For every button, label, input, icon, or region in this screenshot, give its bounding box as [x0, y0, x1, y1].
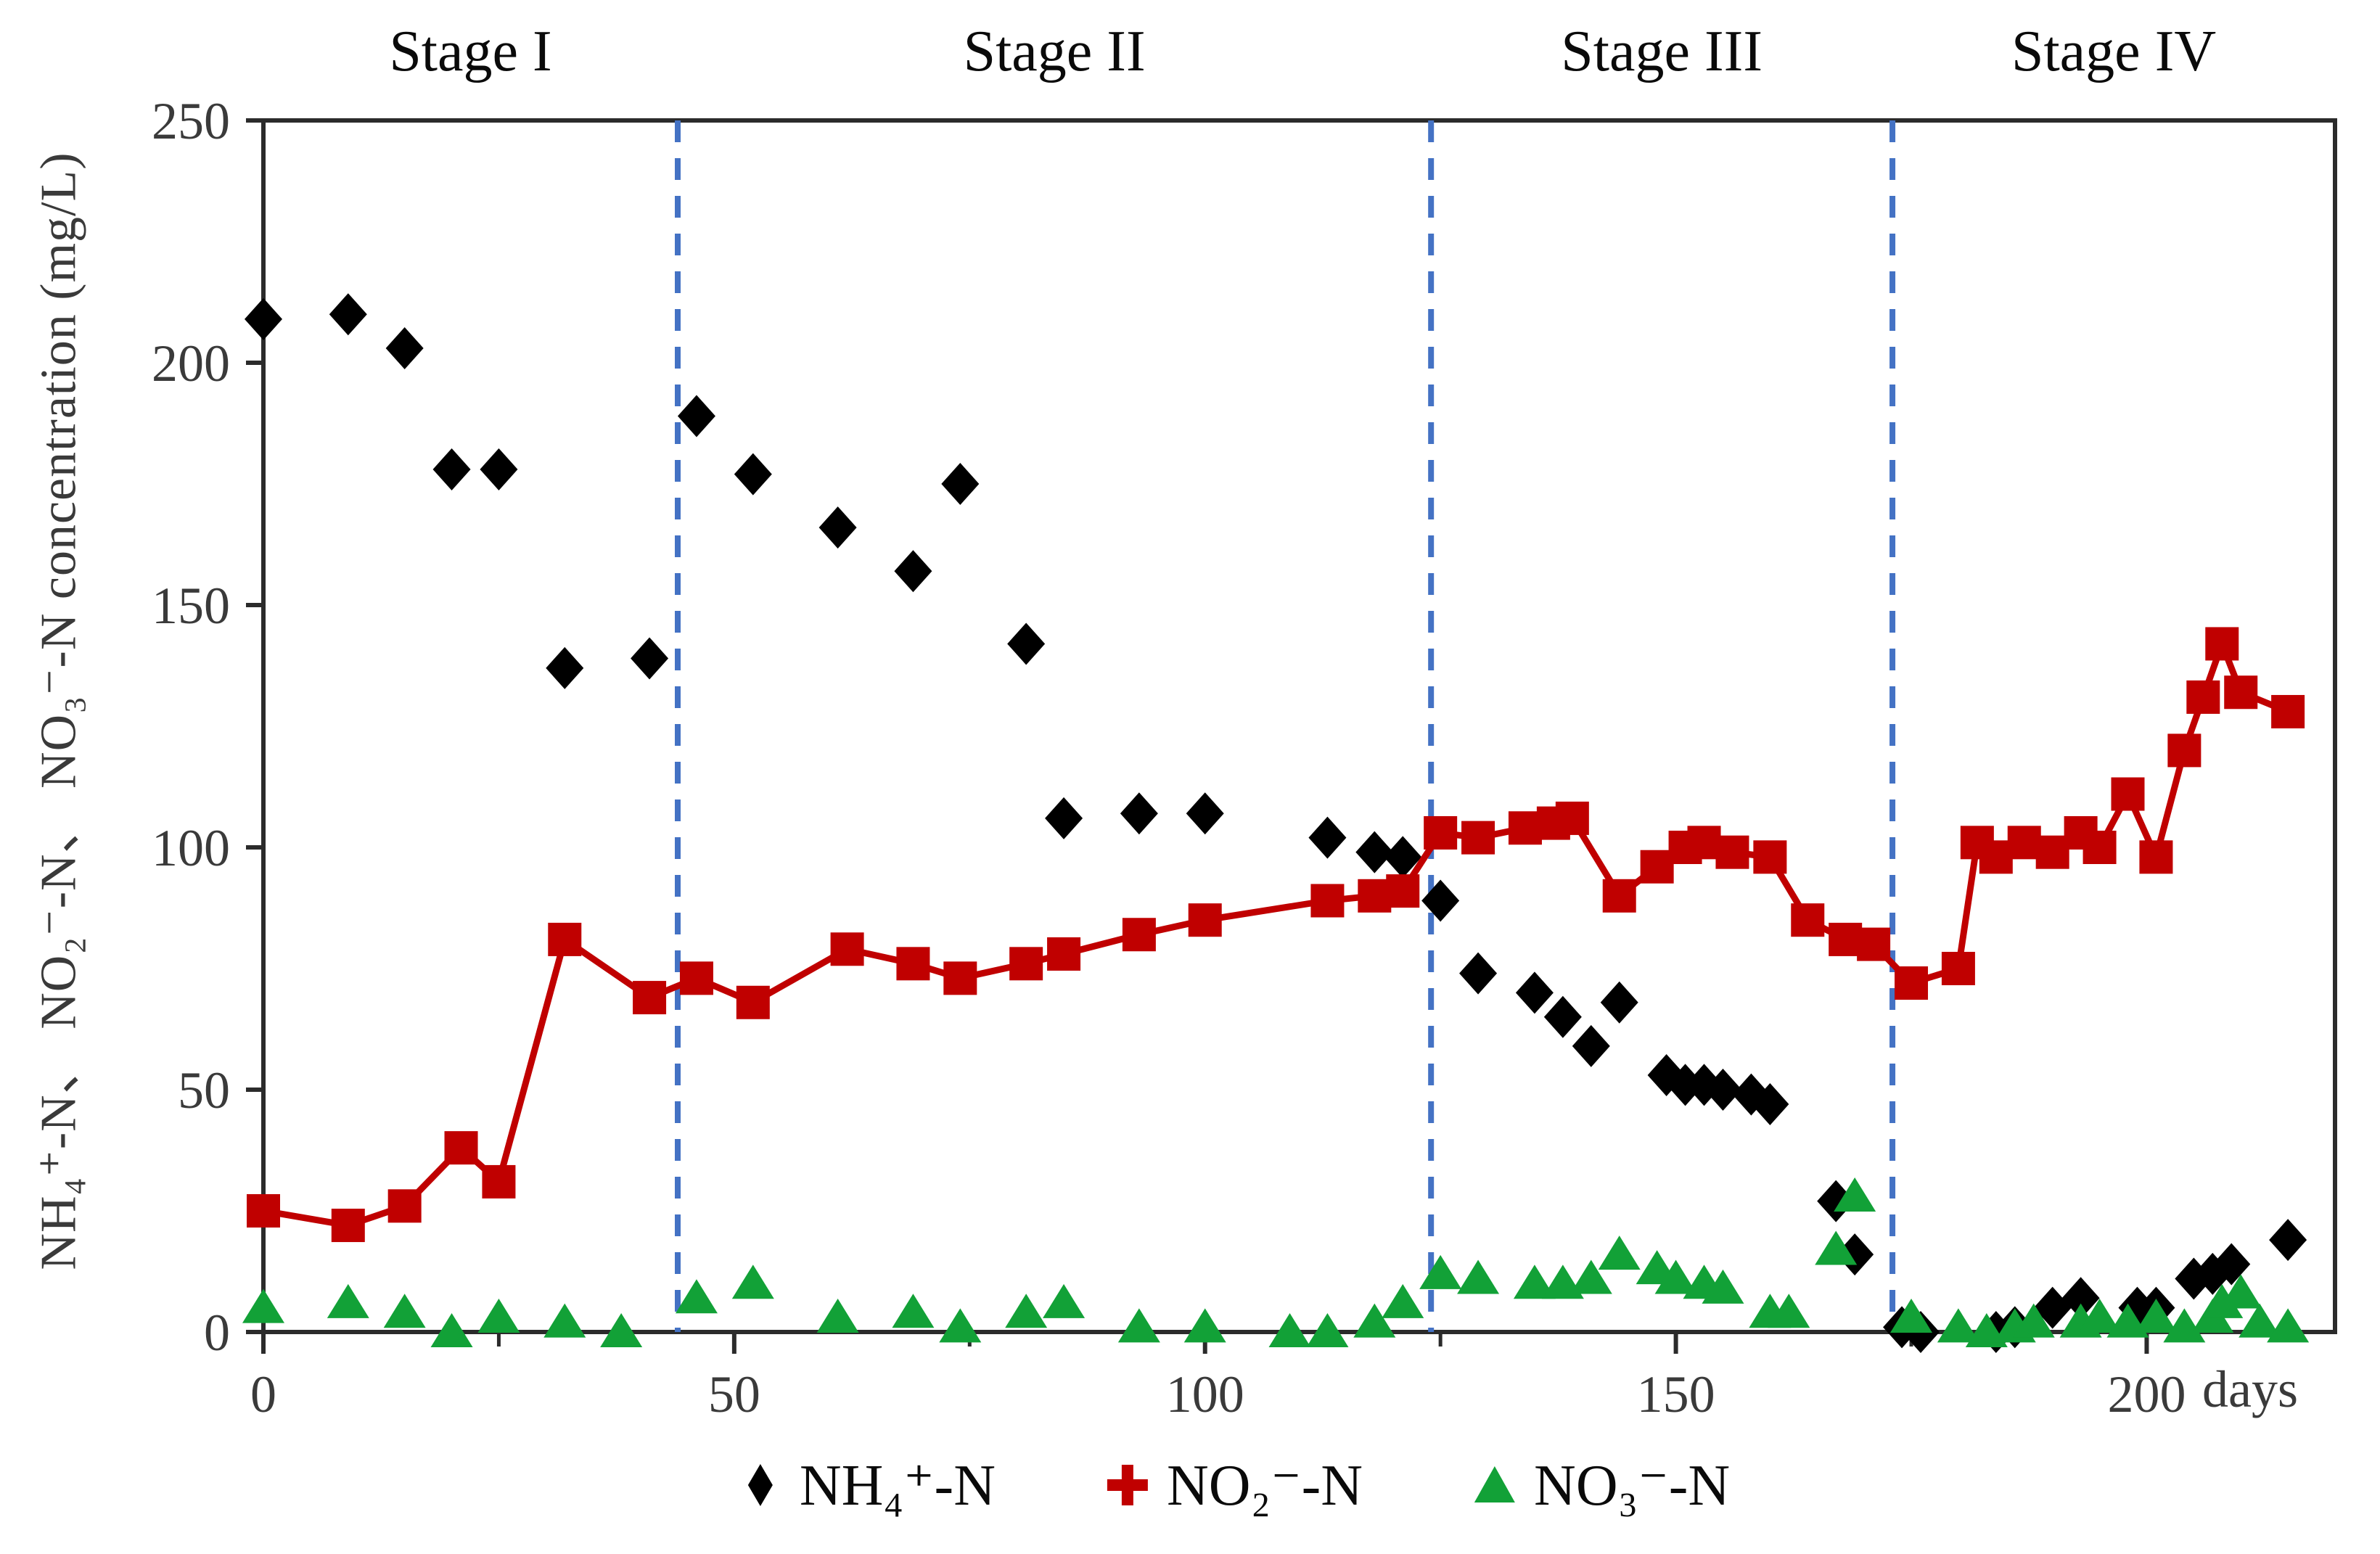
plot-frame — [261, 118, 2337, 1334]
red-plus-icon — [1107, 1465, 1148, 1505]
x-tick-label: 100 — [1166, 1365, 1244, 1423]
chart-legend: NH₄⁺-N NO₂⁻-N NO₃⁻-N — [737, 1451, 1730, 1519]
stage-label: Stage IV — [2011, 20, 2217, 83]
y-tick-label: 50 — [178, 1061, 230, 1119]
x-tick-label: 50 — [708, 1365, 760, 1423]
stage-label: Stage I — [389, 20, 552, 83]
y-tick-label: 150 — [152, 577, 230, 635]
x-tick-label: 0 — [250, 1365, 276, 1423]
series-triangle — [242, 1177, 2310, 1347]
y-tick-label: 250 — [152, 92, 230, 150]
legend-item-no2: NO₂⁻-N — [1104, 1451, 1363, 1519]
green-triangle-icon — [1474, 1466, 1516, 1502]
y-axis-ticks: 0 50 100 150 200 250 — [152, 92, 263, 1362]
black-diamond-icon — [747, 1464, 773, 1506]
legend-label: NO₂⁻-N — [1166, 1454, 1363, 1518]
y-axis-label: NH₄⁺-N、 NO₂⁻-N、 NO₃⁻-N concentration (mg… — [30, 152, 87, 1270]
x-axis-unit-label: days — [2202, 1360, 2298, 1418]
x-tick-label: 150 — [1637, 1365, 1715, 1423]
legend-label: NO₃⁻-N — [1534, 1454, 1731, 1518]
stage-label: Stage III — [1561, 20, 1763, 83]
y-tick-label: 0 — [204, 1304, 230, 1362]
x-tick-label: 200 — [2107, 1365, 2186, 1423]
series-diamond — [245, 293, 2307, 1353]
y-tick-label: 100 — [152, 819, 230, 877]
y-tick-label: 200 — [152, 334, 230, 392]
x-axis-ticks: 0 50 100 150 200 — [250, 1332, 2186, 1423]
stage-dividers — [675, 120, 1896, 1332]
legend-item-no3: NO₃⁻-N — [1472, 1451, 1730, 1519]
series-square — [247, 627, 2305, 1243]
stage-label: Stage II — [963, 20, 1146, 83]
legend-label: NH₄⁺-N — [799, 1454, 996, 1518]
legend-item-nh4: NH₄⁺-N — [737, 1451, 996, 1519]
